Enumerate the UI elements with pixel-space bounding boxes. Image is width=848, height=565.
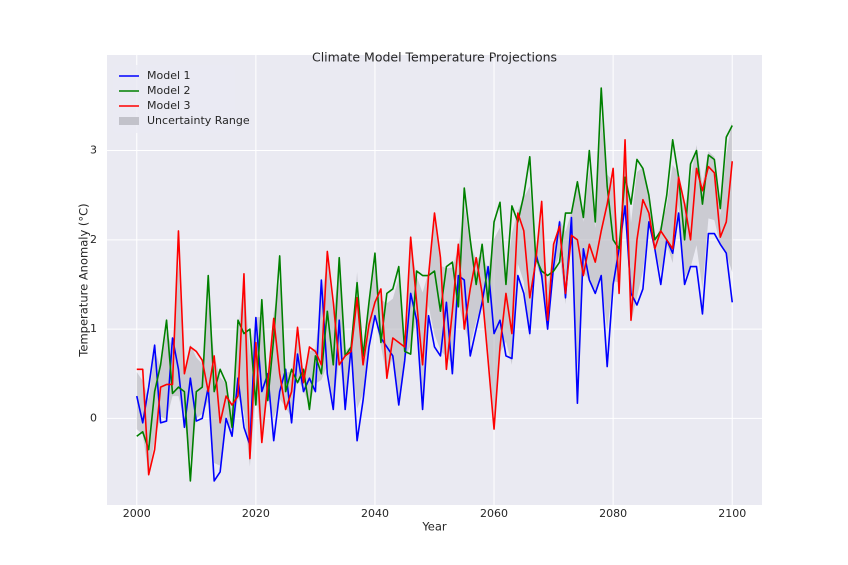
x-tick-label: 2060 <box>480 507 508 520</box>
legend-label: Model 1 <box>147 69 191 82</box>
legend-swatch <box>119 117 139 125</box>
x-tick-label: 2040 <box>361 507 389 520</box>
x-tick-label: 2100 <box>718 507 746 520</box>
series-line <box>136 87 733 482</box>
y-tick-label: 1 <box>90 322 97 335</box>
x-tick-label: 2000 <box>123 507 151 520</box>
chart-title: Climate Model Temperature Projections <box>312 50 557 65</box>
x-tick-label: 2080 <box>599 507 627 520</box>
legend: Model 1 Model 2 Model 3 Uncertainty Range <box>113 65 250 133</box>
legend-label: Uncertainty Range <box>147 114 250 127</box>
legend-label: Model 3 <box>147 99 191 112</box>
series-line <box>136 139 734 476</box>
x-tick-label: 2020 <box>242 507 270 520</box>
y-tick-label: 0 <box>90 411 97 424</box>
x-axis-label: Year <box>421 520 447 534</box>
y-tick-label: 3 <box>90 144 97 157</box>
y-axis-label: Temperature Anomaly (°C) <box>77 203 91 357</box>
y-tick-label: 2 <box>90 233 97 246</box>
legend-box <box>113 65 235 133</box>
legend-label: Model 2 <box>147 84 191 97</box>
